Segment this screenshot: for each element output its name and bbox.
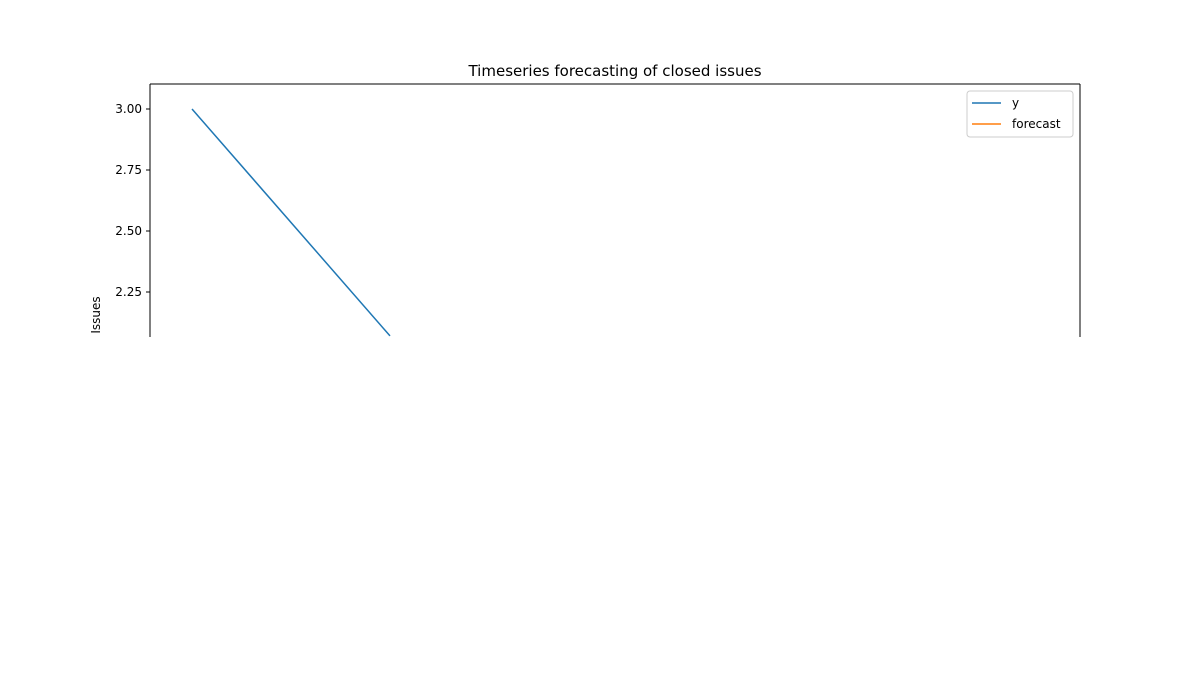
chart-title: Timeseries forecasting of closed issues	[467, 62, 761, 80]
axes-frame	[149, 83, 1081, 337]
y-tick-label: 2.75	[115, 163, 142, 177]
y-tick-label: 2.50	[115, 224, 142, 238]
y-tick-label: 3.00	[115, 102, 142, 116]
legend-label-forecast: forecast	[1012, 117, 1061, 131]
y-ticks: 3.00 2.75 2.50 2.25	[115, 102, 150, 299]
series-line-y	[191, 108, 391, 337]
y-axis-label: Issues	[89, 296, 103, 333]
series-group	[191, 108, 391, 337]
legend-label-y: y	[1012, 96, 1019, 110]
legend-items: y forecast	[972, 96, 1061, 131]
legend: y forecast	[966, 90, 1074, 138]
y-tick-label: 2.25	[115, 285, 142, 299]
